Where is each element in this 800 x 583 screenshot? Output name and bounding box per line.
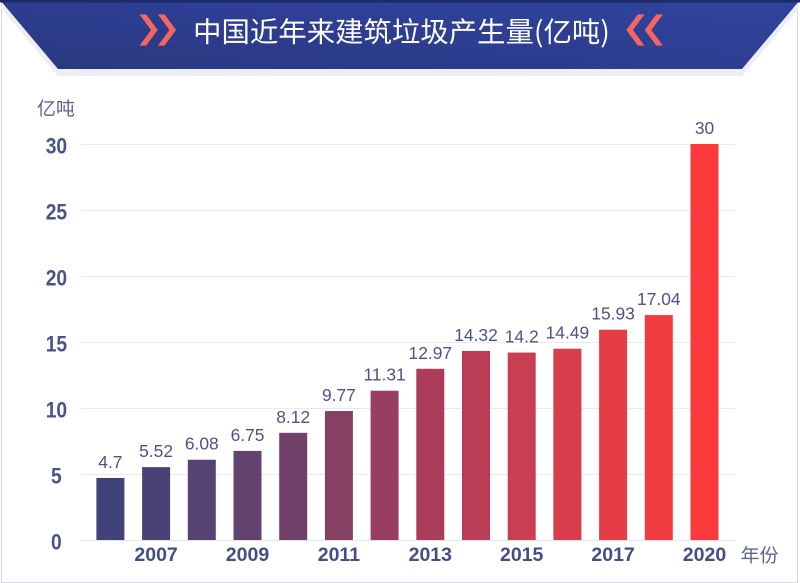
svg-text:0: 0 (51, 529, 62, 554)
svg-text:30: 30 (46, 133, 67, 158)
svg-text:15: 15 (46, 331, 67, 356)
svg-text:5.52: 5.52 (139, 441, 173, 461)
svg-text:11.31: 11.31 (363, 365, 405, 385)
svg-text:2013: 2013 (409, 544, 453, 566)
svg-text:30: 30 (695, 118, 714, 138)
svg-text:10: 10 (46, 397, 67, 422)
svg-text:8.12: 8.12 (276, 407, 310, 427)
svg-text:2020: 2020 (683, 544, 727, 566)
svg-text:9.77: 9.77 (322, 385, 356, 405)
svg-text:15.93: 15.93 (591, 304, 635, 324)
svg-text:14.32: 14.32 (454, 325, 498, 345)
svg-text:5: 5 (51, 463, 62, 488)
svg-text:12.97: 12.97 (409, 343, 453, 363)
svg-text:2011: 2011 (318, 544, 360, 566)
svg-text:4.7: 4.7 (98, 452, 122, 472)
svg-text:6.08: 6.08 (185, 434, 219, 454)
svg-text:17.04: 17.04 (637, 289, 681, 309)
svg-text:14.2: 14.2 (505, 327, 539, 347)
svg-text:6.75: 6.75 (231, 425, 265, 445)
svg-text:20: 20 (46, 265, 67, 290)
svg-text:2017: 2017 (591, 544, 634, 566)
svg-text:25: 25 (46, 199, 67, 224)
svg-text:2007: 2007 (134, 544, 177, 566)
svg-text:14.49: 14.49 (546, 323, 590, 343)
svg-text:2009: 2009 (226, 544, 270, 566)
svg-text:2015: 2015 (500, 544, 544, 566)
